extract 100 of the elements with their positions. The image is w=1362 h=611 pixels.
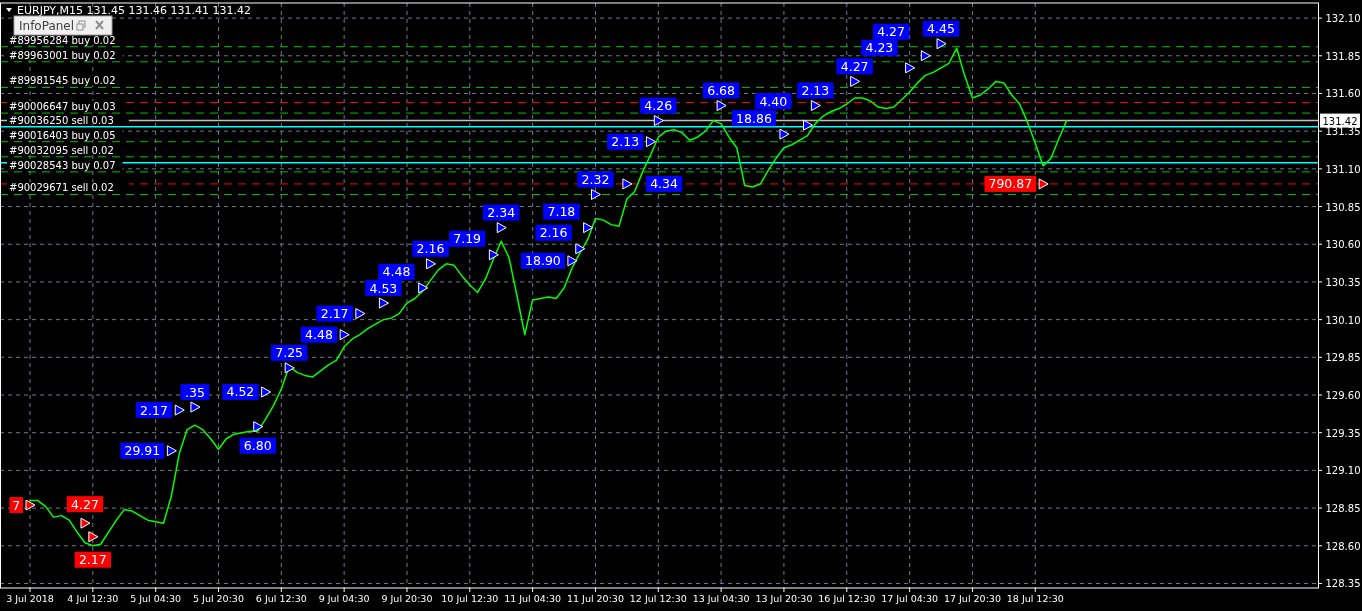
annotation: 4.27 (877, 24, 906, 40)
point (253, 421, 264, 433)
info-panel: InfoPanel (13, 15, 113, 36)
point (166, 445, 177, 457)
annotation: 2.13 (801, 83, 830, 99)
annotation: .35 (184, 384, 205, 400)
x-tick-label: 18 Jul 12:30 (1006, 593, 1064, 604)
point (426, 258, 437, 270)
x-tick-label: 4 Jul 12:30 (67, 593, 119, 604)
annotation: 29.91 (124, 443, 161, 459)
point (339, 329, 350, 341)
point (284, 362, 295, 374)
y-tick-label: 130.60 (1325, 239, 1361, 251)
x-tick-label: 12 Jul 12:30 (629, 593, 687, 604)
annotation: 4.27 (840, 58, 869, 74)
x-tick-label: 10 Jul 12:30 (441, 593, 499, 604)
x-tick-label: 5 Jul 20:30 (193, 593, 244, 604)
ref-line-label: #90028543 buy 0.07 (9, 159, 116, 171)
ref-line-label: #90016403 buy 0.05 (9, 129, 116, 141)
point (190, 401, 201, 413)
annotation: 4.48 (305, 327, 333, 343)
point (810, 100, 821, 112)
ref-line-label: #90032095 sell 0.02 (9, 144, 114, 156)
y-tick-label: 130.85 (1325, 201, 1361, 213)
y-tick-label: 131.85 (1325, 50, 1361, 62)
x-tick-label: 17 Jul 04:30 (881, 593, 939, 604)
point (850, 75, 861, 87)
point (653, 115, 664, 127)
x-tick-label: 5 Jul 04:30 (130, 593, 182, 604)
point (88, 531, 99, 543)
point (355, 308, 366, 320)
point (567, 255, 578, 267)
point (261, 386, 272, 398)
annotation: 7.25 (275, 345, 304, 361)
annotation: 4.27 (71, 496, 99, 512)
annotation: 2.16 (416, 241, 445, 257)
point (622, 178, 633, 190)
ref-line-label: 131.42 (1322, 115, 1358, 127)
annotation: 2.17 (78, 552, 107, 568)
annotation: 18.90 (525, 253, 561, 269)
point (936, 38, 947, 50)
y-tick-label: 128.60 (1325, 540, 1361, 552)
ref-line-label: #90036250 sell 0.03 (9, 114, 114, 126)
annotation: 4.23 (865, 40, 894, 56)
text: 7 (12, 497, 21, 513)
point (418, 282, 429, 294)
y-tick-label: 130.10 (1325, 314, 1361, 326)
annotation: 790.87 (988, 176, 1033, 192)
annotation: 2.34 (487, 205, 516, 221)
x-tick-label: 3 Jul 2018 (6, 593, 54, 604)
x-tick-label: 11 Jul 04:30 (504, 593, 562, 604)
point (25, 499, 36, 511)
annotation: 18.86 (736, 110, 772, 126)
annotation: 7.19 (453, 231, 482, 247)
y-tick-label: 130.35 (1325, 276, 1361, 288)
x-tick-label: 9 Jul 20:30 (381, 593, 433, 604)
y-tick-label: 129.10 (1325, 465, 1361, 477)
ref-line-label: #89956284 buy 0.02 (9, 34, 116, 46)
point (803, 119, 814, 131)
point (905, 62, 916, 74)
annotation: 7.18 (547, 204, 576, 220)
annotation: InfoPanel (19, 19, 75, 33)
point (779, 128, 790, 140)
y-tick-label: 129.35 (1325, 427, 1361, 439)
annotation: 4.34 (650, 176, 679, 192)
annotation: 2.32 (581, 171, 610, 187)
ref-line-label: #89981545 buy 0.02 (9, 75, 116, 87)
annotation: 2.16 (539, 225, 568, 241)
point (645, 136, 656, 148)
annotation: 6.80 (243, 438, 272, 454)
point (590, 188, 601, 200)
annotation: 4.26 (644, 98, 673, 114)
point (716, 100, 727, 112)
annotation: 4.48 (382, 264, 411, 280)
ref-line-label: #89963001 buy 0.02 (9, 49, 116, 61)
y-tick-label: 131.35 (1325, 126, 1361, 138)
point (488, 249, 499, 261)
annotation: 2.17 (320, 306, 349, 322)
y-tick-label: 132.10 (1325, 13, 1361, 25)
point (378, 297, 389, 309)
point (920, 50, 931, 62)
x-tick-label: 6 Jul 12:30 (255, 593, 307, 604)
y-tick-label: 128.85 (1325, 503, 1361, 515)
x-tick-label: 13 Jul 04:30 (692, 593, 750, 604)
ref-line-label: #90006647 buy 0.03 (9, 101, 116, 113)
point (575, 243, 586, 255)
point (1038, 178, 1049, 190)
y-tick-label: 129.60 (1325, 390, 1361, 402)
x-tick-label: 13 Jul 20:30 (755, 593, 813, 604)
annotation: 4.45 (927, 21, 955, 37)
point (583, 222, 594, 234)
y-tick-label: 129.85 (1325, 352, 1361, 364)
annotation: 6.68 (707, 83, 736, 99)
x-tick-label: 17 Jul 20:30 (943, 593, 1001, 604)
x-tick-label: 9 Jul 04:30 (318, 593, 370, 604)
chart-title: EURJPY,M15 131.45 131.46 131.41 131.42 (17, 4, 251, 17)
y-tick-label: 128.35 (1325, 578, 1361, 590)
y-tick-label: 131.60 (1325, 88, 1361, 100)
point (496, 222, 507, 234)
x-tick-label: 11 Jul 20:30 (566, 593, 624, 604)
